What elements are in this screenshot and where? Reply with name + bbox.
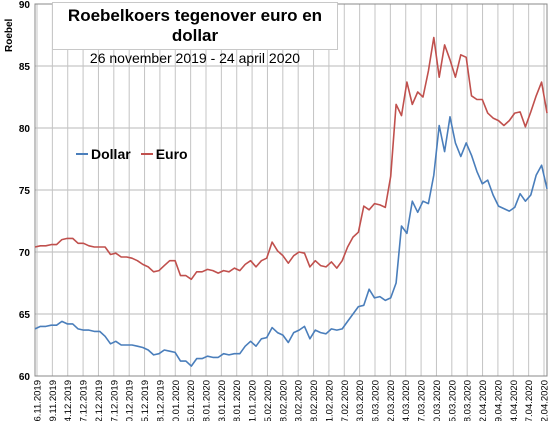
x-tick-label: 25.12.2019 bbox=[140, 380, 151, 421]
x-tick-label: 18.01.2020 bbox=[202, 380, 213, 421]
y-tick-label: 80 bbox=[19, 124, 31, 135]
x-tick-label: 25.03.2020 bbox=[447, 380, 458, 421]
x-tick-label: 13.02.2020 bbox=[294, 380, 305, 421]
chart-subtitle: 26 november 2019 - 24 april 2020 bbox=[89, 50, 301, 66]
legend: Dollar Euro bbox=[76, 146, 198, 162]
x-tick-label: 17.03.2020 bbox=[417, 380, 428, 421]
series-line-euro bbox=[34, 36, 548, 281]
x-tick-label: 09.04.2020 bbox=[493, 380, 504, 421]
x-tick-label: 17.04.2020 bbox=[524, 380, 535, 421]
x-tick-label: 08.02.2020 bbox=[278, 380, 289, 421]
x-tick-label: 02.04.2020 bbox=[478, 380, 489, 421]
chart-title-box: Roebelkoers tegenover euro en dollar 26 … bbox=[52, 2, 338, 66]
x-tick-label: 05.02.2020 bbox=[263, 380, 274, 421]
x-tick-label: 14.03.2020 bbox=[401, 380, 412, 421]
legend-label-euro: Euro bbox=[155, 146, 188, 162]
legend-item-dollar: Dollar bbox=[76, 146, 131, 162]
x-tick-label: 12.03.2020 bbox=[386, 380, 397, 421]
x-tick-label: 10.01.2020 bbox=[171, 380, 182, 421]
x-tick-label: 14.04.2020 bbox=[509, 380, 520, 421]
legend-label-dollar: Dollar bbox=[91, 146, 131, 162]
x-tick-label: 29.11.2019 bbox=[48, 380, 59, 421]
x-tick-label: 28.01.2020 bbox=[232, 380, 243, 421]
x-tick-label: 12.12.2019 bbox=[94, 380, 105, 421]
x-tick-label: 21.02.2020 bbox=[324, 380, 335, 421]
x-tick-label: 27.02.2020 bbox=[340, 380, 351, 421]
x-tick-label: 23.01.2020 bbox=[217, 380, 228, 421]
x-tick-label: 28.12.2019 bbox=[155, 380, 166, 421]
y-tick-label: 90 bbox=[19, 0, 31, 11]
x-tick-label: 18.02.2020 bbox=[309, 380, 320, 421]
x-tick-label: 22.04.2020 bbox=[540, 380, 550, 421]
legend-swatch-dollar bbox=[76, 153, 88, 155]
y-tick-label: 75 bbox=[19, 186, 31, 197]
x-tick-label: 04.12.2019 bbox=[63, 380, 74, 421]
legend-item-euro: Euro bbox=[140, 146, 188, 162]
x-tick-label: 20.03.2020 bbox=[432, 380, 443, 421]
x-axis-ticks: 26.11.2019 29.11.2019 04.12.2019 07.12.2019… bbox=[33, 380, 550, 421]
x-tick-label: 20.12.2019 bbox=[125, 380, 136, 421]
x-tick-label: 26.11.2019 bbox=[33, 380, 44, 421]
series-line-dollar bbox=[34, 116, 548, 367]
x-tick-label: 28.03.2020 bbox=[463, 380, 474, 421]
x-tick-label: 06.03.2020 bbox=[371, 380, 382, 421]
y-axis-label: Roebel bbox=[4, 18, 15, 52]
grid bbox=[35, 3, 547, 377]
x-tick-label: 31.01.2020 bbox=[248, 380, 259, 421]
legend-swatch-euro bbox=[140, 153, 153, 155]
y-axis-ticks: 60 65 70 75 80 85 90 bbox=[19, 0, 31, 383]
y-tick-label: 65 bbox=[19, 310, 31, 321]
x-tick-label: 15.01.2020 bbox=[186, 380, 197, 421]
x-tick-label: 17.12.2019 bbox=[109, 380, 120, 421]
y-tick-label: 85 bbox=[19, 62, 31, 73]
chart-title: Roebelkoers tegenover euro en dollar bbox=[67, 6, 323, 45]
y-tick-label: 60 bbox=[19, 372, 31, 383]
y-tick-label: 70 bbox=[19, 248, 31, 259]
series-lines bbox=[34, 36, 548, 367]
x-tick-label: 03.03.2020 bbox=[355, 380, 366, 421]
x-tick-label: 07.12.2019 bbox=[79, 380, 90, 421]
